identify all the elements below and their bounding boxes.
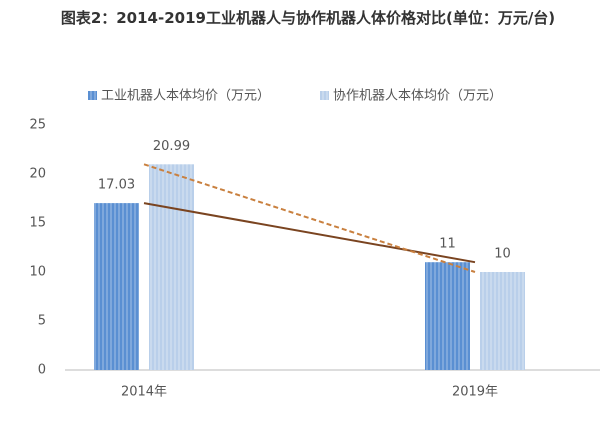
y-tick-label: 10 [29, 265, 46, 280]
y-tick-label: 0 [38, 363, 46, 378]
trend-line [143, 163, 476, 273]
y-tick-label: 20 [29, 167, 46, 182]
bar [149, 164, 194, 370]
data-label: 11 [439, 237, 456, 252]
chart-title: 图表2：2014-2019工业机器人与协作机器人体价格对比(单位：万元/台) [60, 9, 556, 27]
x-tick-label: 2014年 [121, 385, 167, 400]
legend-label: 协作机器人本体均价（万元） [333, 89, 502, 104]
bar [425, 262, 470, 370]
data-label: 17.03 [98, 178, 135, 193]
legend-marker [88, 91, 97, 100]
x-tick-label: 2019年 [452, 385, 498, 400]
y-tick-label: 5 [38, 314, 46, 329]
bar [480, 272, 525, 370]
legend-label: 工业机器人本体均价（万元） [101, 89, 270, 104]
data-label: 20.99 [153, 139, 190, 154]
legend-marker [320, 91, 329, 100]
bar [94, 203, 139, 370]
trend-line [143, 202, 476, 264]
data-label: 10 [494, 247, 511, 262]
y-tick-label: 25 [29, 118, 46, 133]
y-tick-label: 15 [29, 216, 46, 231]
